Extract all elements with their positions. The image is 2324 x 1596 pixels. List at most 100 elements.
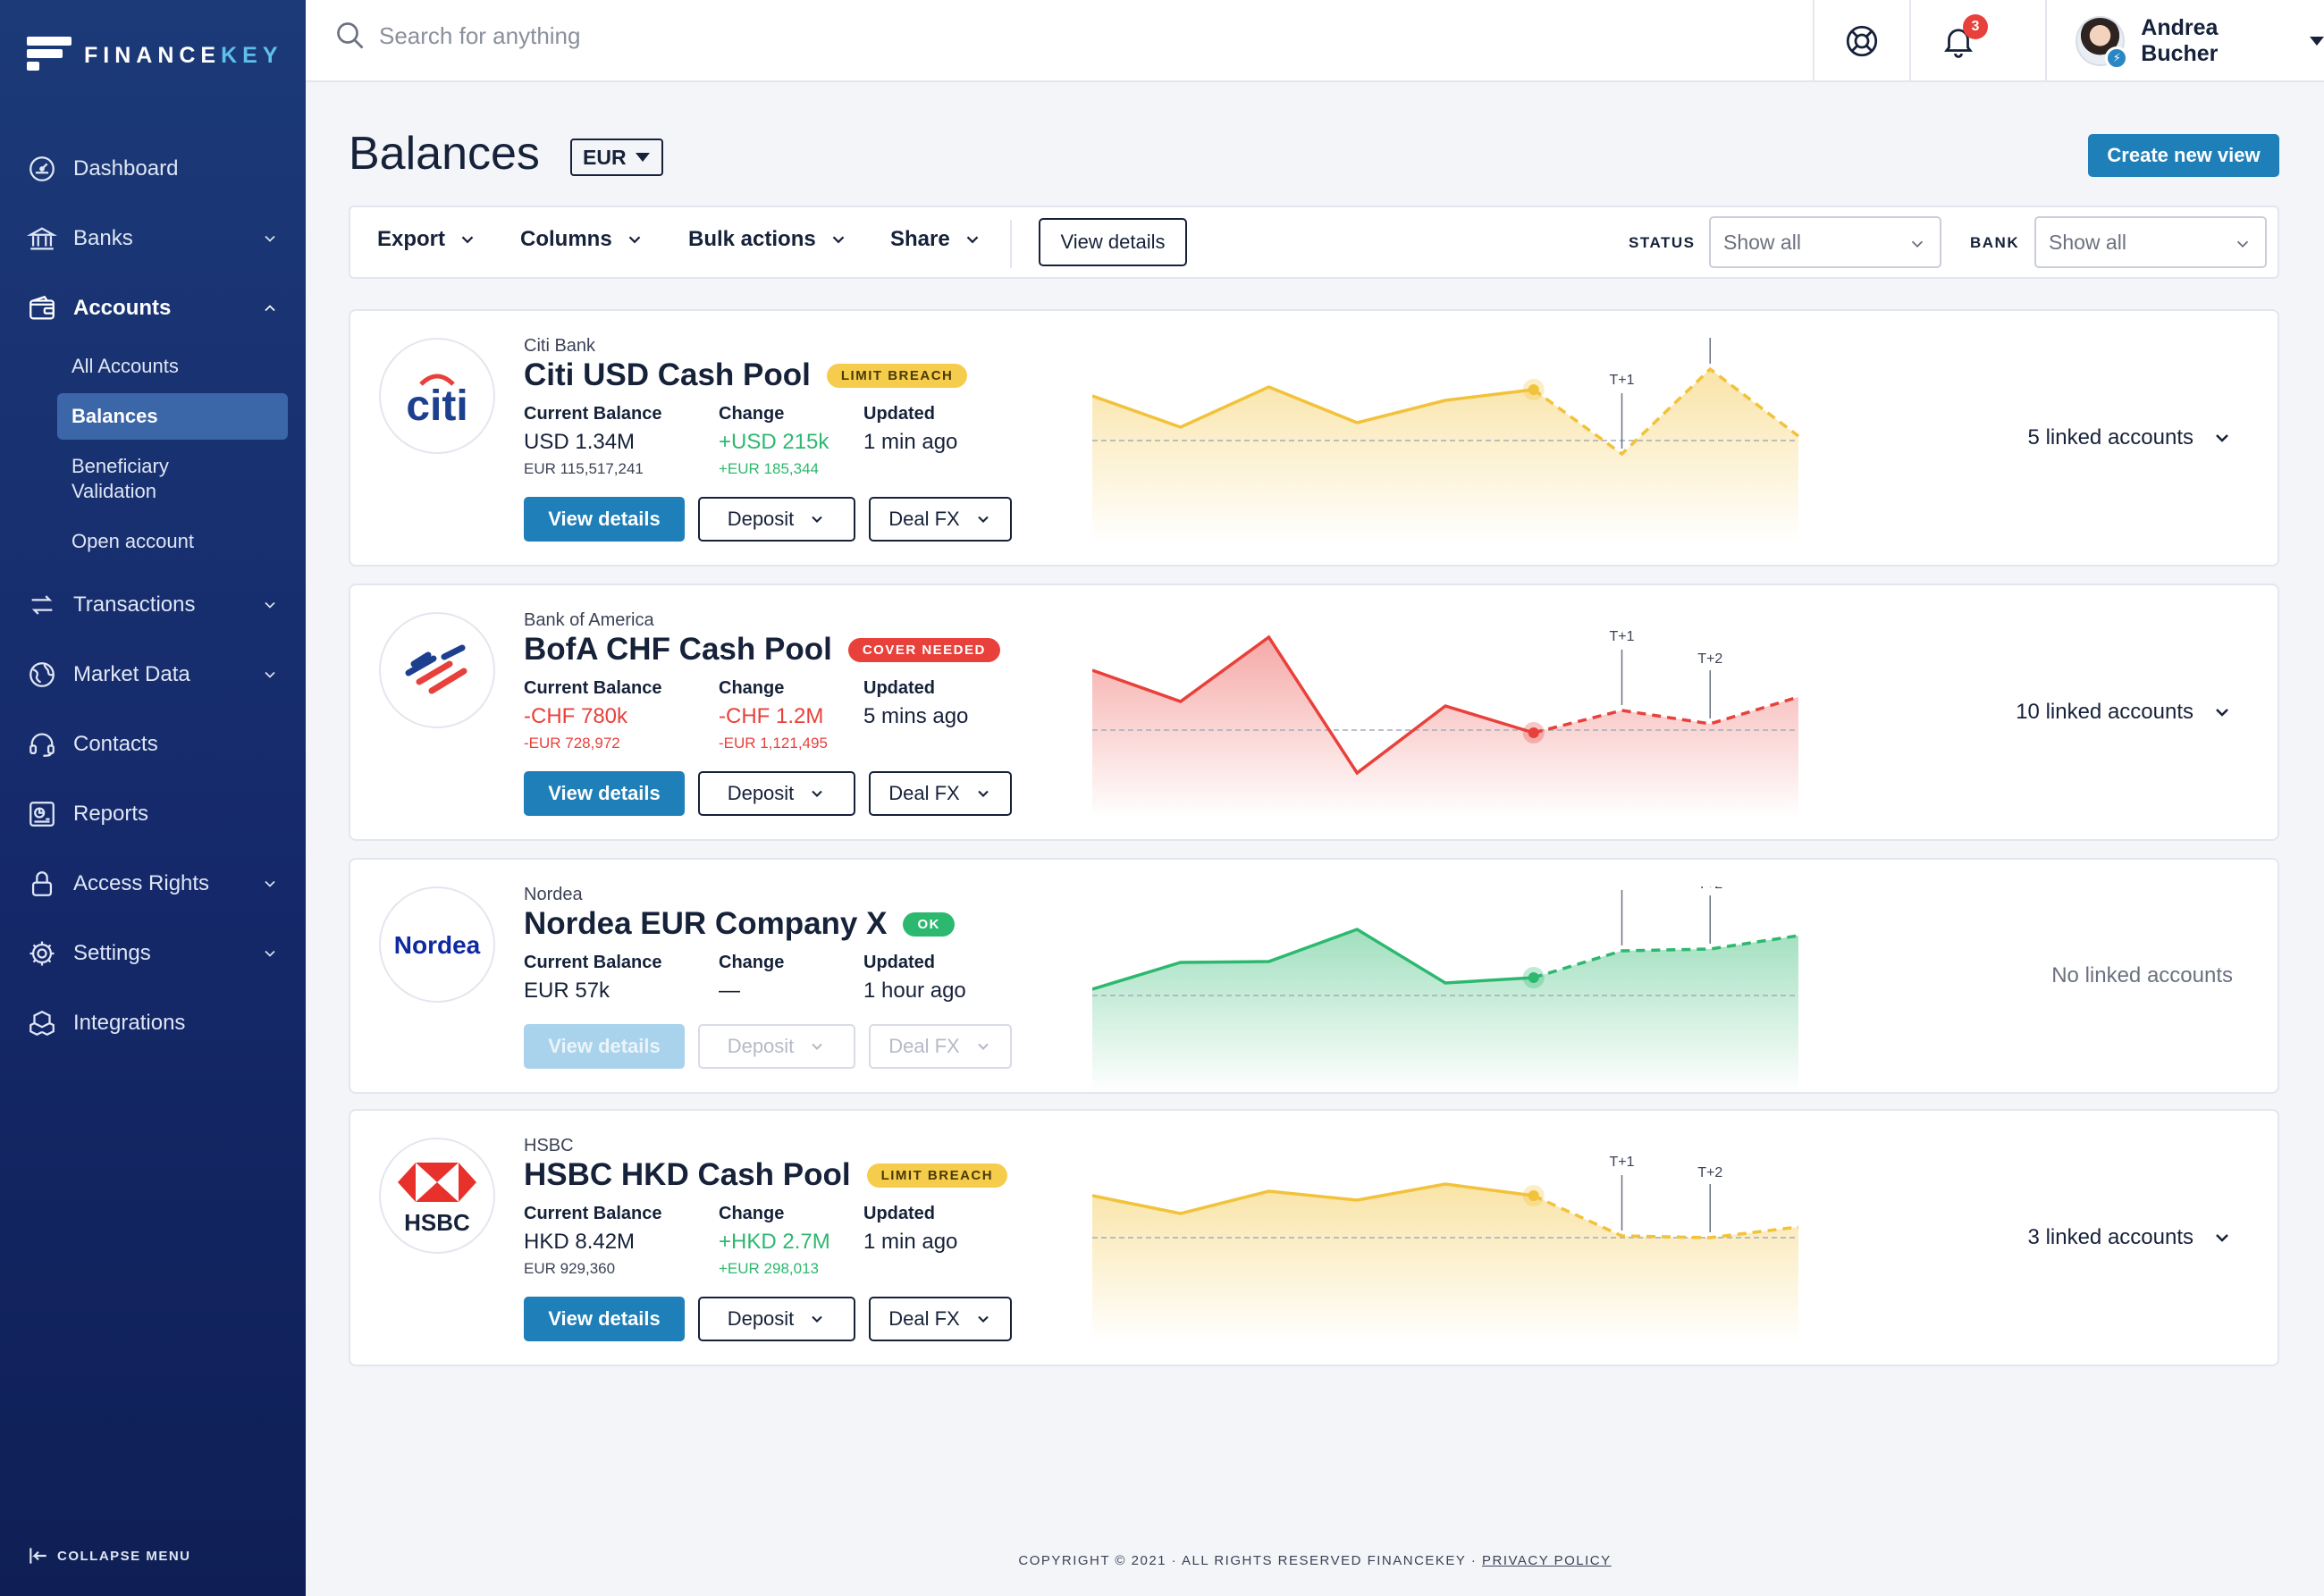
bank-icon — [27, 227, 57, 250]
linked-accounts-toggle[interactable]: 10 linked accounts — [2016, 700, 2233, 725]
account-title-text: Nordea EUR Company X — [524, 906, 888, 941]
deposit-label: Deposit — [727, 1307, 795, 1330]
caret-down-icon — [635, 153, 650, 162]
bulk-actions-dropdown[interactable]: Bulk actions — [688, 227, 848, 252]
subnav-all-accounts[interactable]: All Accounts — [72, 355, 179, 377]
change-stat: Change -CHF 1.2M -EUR 1,121,495 — [719, 678, 828, 752]
nav-accounts[interactable]: Accounts — [0, 273, 306, 343]
nav-transactions[interactable]: Transactions — [0, 570, 306, 640]
account-title[interactable]: HSBC HKD Cash Pool LIMIT BREACH — [524, 1157, 1008, 1193]
deal-fx-dropdown[interactable]: Deal FX — [869, 771, 1012, 816]
view-details-button[interactable]: View details — [524, 771, 685, 816]
status-filter-select[interactable]: Show all — [1709, 216, 1941, 268]
nav-label: Accounts — [73, 296, 172, 320]
current-balance-stat: Current Balance EUR 57k — [524, 953, 662, 1009]
currency-select[interactable]: EUR — [570, 139, 663, 176]
updated-stat: Updated 1 hour ago — [863, 953, 966, 1004]
columns-dropdown[interactable]: Columns — [520, 227, 644, 252]
subnav-open-account[interactable]: Open account — [72, 530, 194, 552]
linked-accounts-label: No linked accounts — [2051, 963, 2233, 987]
status-badge: OK — [903, 911, 955, 937]
nav-label: Contacts — [73, 732, 158, 756]
chart-today-point — [1528, 384, 1539, 395]
view-details-button[interactable]: View details — [524, 1297, 685, 1341]
deposit-dropdown[interactable]: Deposit — [698, 497, 855, 542]
bank-name: Bank of America — [524, 610, 654, 630]
nav-contacts[interactable]: Contacts — [0, 710, 306, 779]
caret-down-icon — [2310, 37, 2324, 46]
balance-forecast-chart: T+1 T+2 — [1092, 629, 1799, 818]
nordea-logo-icon: Nordea — [394, 931, 481, 959]
chevron-down-icon — [461, 236, 474, 244]
bank-logo: Nordea — [379, 886, 495, 1003]
svg-text:citi: citi — [406, 382, 467, 427]
nav-dashboard[interactable]: Dashboard — [0, 134, 306, 204]
linked-accounts-toggle[interactable]: 5 linked accounts — [2028, 425, 2233, 450]
wallet-icon — [29, 295, 55, 320]
financekey-logo[interactable]: FINANCEKEY — [27, 34, 283, 77]
account-title[interactable]: Citi USD Cash Pool LIMIT BREACH — [524, 357, 968, 393]
status-badge: LIMIT BREACH — [826, 363, 968, 388]
currency-value: EUR — [583, 145, 627, 169]
search-input[interactable] — [379, 21, 1005, 50]
current-balance-label: Current Balance — [524, 1204, 662, 1223]
svg-text:Nordea: Nordea — [394, 931, 481, 959]
nav-label: Banks — [73, 226, 133, 250]
help-button[interactable] — [1813, 0, 1909, 82]
current-balance-value: EUR 57k — [524, 979, 610, 1003]
chart-today-point — [1528, 1190, 1539, 1201]
bank-filter-select[interactable]: Show all — [2034, 216, 2267, 268]
deposit-dropdown[interactable]: Deposit — [698, 1024, 855, 1069]
create-new-view-button[interactable]: Create new view — [2088, 134, 2279, 177]
view-details-button[interactable]: View details — [524, 1024, 685, 1069]
nav-banks[interactable]: Banks — [0, 204, 306, 273]
subnav-beneficiary-validation[interactable]: Beneficiary Validation — [72, 455, 169, 502]
bofa-flag-icon — [405, 644, 467, 694]
chevron-down-icon — [812, 1043, 823, 1050]
deposit-label: Deposit — [727, 508, 795, 530]
nav-market-data[interactable]: Market Data — [0, 640, 306, 710]
user-menu[interactable]: ⚡ Andrea Bucher — [2045, 0, 2324, 82]
share-dropdown[interactable]: Share — [890, 227, 982, 252]
notifications-button[interactable]: 3 — [1909, 0, 2006, 82]
chevron-down-icon — [1911, 240, 1924, 248]
change-stat: Change — — [719, 953, 784, 1009]
chevron-down-icon — [265, 235, 275, 242]
account-title[interactable]: BofA CHF Cash Pool COVER NEEDED — [524, 632, 1000, 668]
chart-area — [1092, 637, 1798, 818]
nav-label: Integrations — [73, 1011, 186, 1035]
account-title-text: HSBC HKD Cash Pool — [524, 1157, 851, 1192]
deal-fx-dropdown[interactable]: Deal FX — [869, 1297, 1012, 1341]
accounts-subnav: All Accounts Balances Beneficiary Valida… — [0, 343, 306, 565]
gauge-icon — [29, 156, 55, 181]
deposit-dropdown[interactable]: Deposit — [698, 771, 855, 816]
chevron-down-icon — [977, 1043, 989, 1050]
toolbar-view-details-button[interactable]: View details — [1039, 218, 1187, 266]
nav-reports[interactable]: Reports — [0, 779, 306, 849]
deal-fx-dropdown[interactable]: Deal FX — [869, 497, 1012, 542]
chart-t1-label: T+1 — [1609, 629, 1634, 644]
account-title[interactable]: Nordea EUR Company X OK — [524, 906, 955, 942]
updated-stat: Updated 1 min ago — [863, 1204, 957, 1255]
collapse-menu-button[interactable]: COLLAPSE MENU — [27, 1544, 191, 1567]
nav-integrations[interactable]: Integrations — [0, 988, 306, 1058]
share-label: Share — [890, 227, 950, 251]
collapse-arrow-icon — [29, 1548, 46, 1564]
chevron-down-icon — [2216, 1234, 2228, 1242]
toolbar-divider — [1010, 220, 1012, 268]
nav-label: Settings — [73, 941, 151, 965]
deposit-dropdown[interactable]: Deposit — [698, 1297, 855, 1341]
cubes-icon — [29, 1010, 55, 1037]
account-title-text: BofA CHF Cash Pool — [524, 632, 832, 667]
nav-settings[interactable]: Settings — [0, 919, 306, 988]
chevron-down-icon — [812, 790, 823, 797]
export-dropdown[interactable]: Export — [377, 227, 477, 252]
linked-accounts-toggle[interactable]: 3 linked accounts — [2028, 1225, 2233, 1250]
subnav-balances[interactable]: Balances — [57, 393, 288, 440]
privacy-policy-link[interactable]: PRIVACY POLICY — [1481, 1553, 1612, 1568]
bank-name: Nordea — [524, 885, 583, 904]
nav-access-rights[interactable]: Access Rights — [0, 849, 306, 919]
view-details-button[interactable]: View details — [524, 497, 685, 542]
citi-logo-icon: citi — [406, 374, 468, 427]
deal-fx-dropdown[interactable]: Deal FX — [869, 1024, 1012, 1069]
